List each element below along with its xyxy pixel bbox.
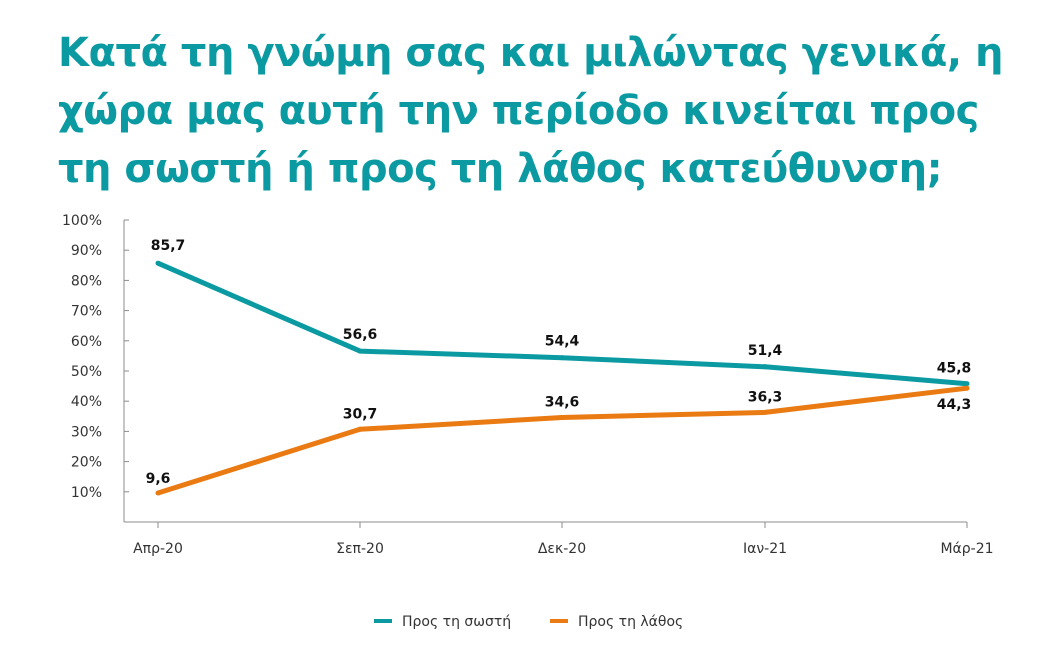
y-tick-label: 70% [71,304,102,320]
x-tick-label: Απρ-20 [133,541,183,557]
data-label: 54,4 [545,334,580,350]
x-tick-label: Μάρ-21 [940,541,993,557]
series-line-1 [157,260,968,387]
x-tick-label: Ιαν-21 [743,541,787,557]
data-label: 85,7 [151,238,186,254]
x-tick-label: Δεκ-20 [538,541,586,557]
data-point [357,426,363,432]
y-tick-label: 10% [71,485,102,501]
data-label: 30,7 [343,406,378,422]
data-point [762,409,768,415]
data-point [559,415,565,420]
data-point [357,348,363,354]
data-label: 9,6 [146,471,171,487]
page-title: Κατά τη γνώμη σας και μιλώντας γενικά, η… [58,30,1003,192]
y-tick-label: 40% [71,394,102,410]
data-label: 51,4 [748,343,783,359]
data-point [155,490,161,496]
legend-label: Προς τη λάθος [578,614,683,630]
chart-series [155,260,970,496]
y-tick-label: 100% [62,213,102,229]
data-point [762,364,768,370]
data-label: 44,3 [937,397,972,413]
data-point [559,355,565,361]
y-tick-label: 30% [71,424,102,440]
y-tick-label: 90% [71,243,102,259]
y-tick-label: 80% [71,273,102,289]
y-tick-label: 50% [71,364,102,380]
data-point [964,381,970,387]
chart-data-labels: 85,7 56,6 54,4 51,4 45,8 9,6 30,7 34,6 36,3 44,3 [146,238,972,487]
data-label: 56,6 [343,327,378,343]
data-label: 34,6 [545,395,580,411]
data-point [964,385,970,391]
chart-axes: 10% 20% 30% 40% 50% 60% 70% 80% 90% 100% Απρ-20 Σεπ… [62,213,994,557]
y-tick-label: 20% [71,455,102,471]
x-tick-label: Σεπ-20 [336,541,384,557]
chart-legend: Προς τη σωστή Προς τη λάθος [374,614,683,630]
y-tick-label: 60% [71,334,102,350]
data-label: 45,8 [937,361,972,377]
data-label: 36,3 [748,389,783,405]
legend-label: Προς τη σωστή [402,614,511,630]
data-point [155,260,161,266]
